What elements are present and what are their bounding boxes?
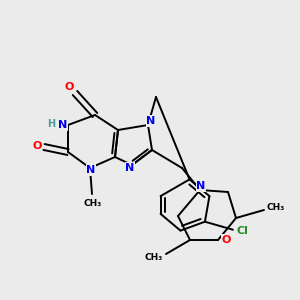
Text: N: N [125,163,135,173]
Text: O: O [221,235,231,245]
Text: N: N [146,116,156,126]
Text: N: N [58,120,68,130]
Text: H: H [47,119,55,129]
Text: N: N [196,181,206,191]
Text: CH₃: CH₃ [267,203,285,212]
Text: O: O [64,82,74,92]
Text: CH₃: CH₃ [84,199,102,208]
Text: O: O [32,141,42,151]
Text: Cl: Cl [237,226,249,236]
Text: N: N [86,165,96,175]
Text: CH₃: CH₃ [145,254,163,262]
